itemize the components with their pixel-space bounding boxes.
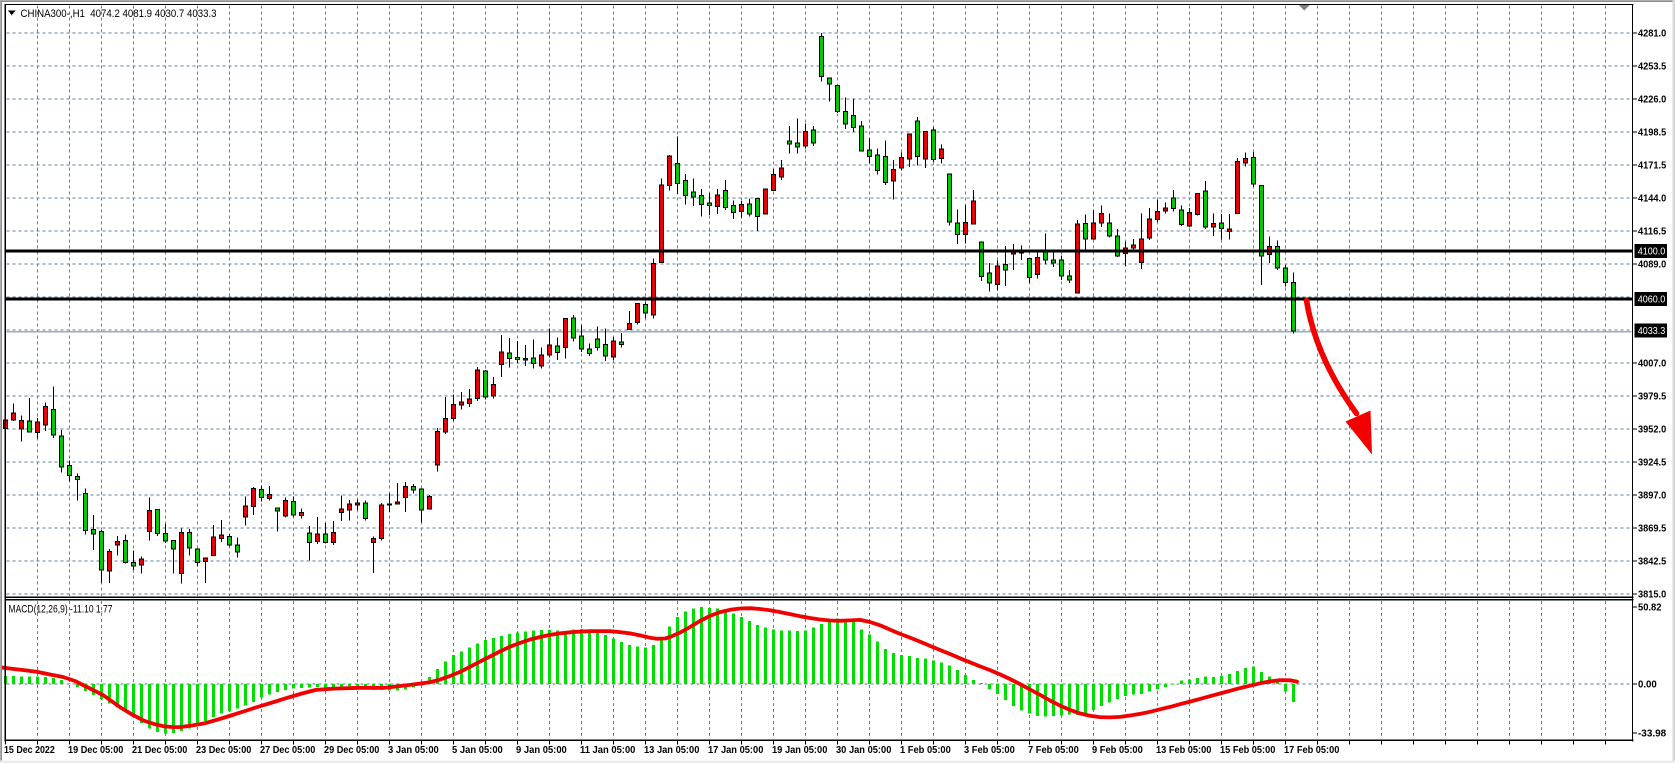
svg-text:3979.5: 3979.5	[1638, 391, 1666, 403]
svg-text:50.82: 50.82	[1638, 602, 1662, 614]
svg-text:4281.0: 4281.0	[1638, 28, 1666, 40]
svg-text:17 Jan 05:00: 17 Jan 05:00	[708, 744, 764, 756]
svg-text:21 Dec 05:00: 21 Dec 05:00	[132, 744, 188, 756]
svg-text:-33.98: -33.98	[1638, 728, 1666, 740]
svg-text:3842.5: 3842.5	[1638, 556, 1666, 568]
svg-text:4116.5: 4116.5	[1638, 226, 1666, 238]
svg-text:19 Jan 05:00: 19 Jan 05:00	[772, 744, 828, 756]
svg-text:9 Jan 05:00: 9 Jan 05:00	[516, 744, 567, 756]
svg-text:5 Jan 05:00: 5 Jan 05:00	[452, 744, 503, 756]
svg-text:CHINA300-,H1 4074.2 4081.9 40: CHINA300-,H1 4074.2 4081.9 4030.7 4033.3	[21, 8, 217, 20]
svg-text:MACD(12,26,9) -11.10 1.77: MACD(12,26,9) -11.10 1.77	[9, 603, 113, 615]
svg-text:4171.5: 4171.5	[1638, 160, 1666, 172]
svg-text:13 Feb 05:00: 13 Feb 05:00	[1156, 744, 1212, 756]
svg-text:0.00: 0.00	[1638, 679, 1657, 691]
svg-text:19 Dec 05:00: 19 Dec 05:00	[68, 744, 124, 756]
svg-text:9 Feb 05:00: 9 Feb 05:00	[1092, 744, 1143, 756]
svg-text:11 Jan 05:00: 11 Jan 05:00	[580, 744, 636, 756]
svg-text:27 Dec 05:00: 27 Dec 05:00	[260, 744, 316, 756]
svg-text:4253.5: 4253.5	[1638, 61, 1666, 73]
svg-text:7 Feb 05:00: 7 Feb 05:00	[1028, 744, 1079, 756]
svg-text:3 Jan 05:00: 3 Jan 05:00	[388, 744, 439, 756]
svg-text:30 Jan 05:00: 30 Jan 05:00	[836, 744, 892, 756]
svg-text:23 Dec 05:00: 23 Dec 05:00	[196, 744, 252, 756]
svg-text:4100.0: 4100.0	[1638, 246, 1666, 258]
svg-text:4007.0: 4007.0	[1638, 358, 1666, 370]
svg-text:13 Jan 05:00: 13 Jan 05:00	[644, 744, 700, 756]
svg-text:17 Feb 05:00: 17 Feb 05:00	[1284, 744, 1340, 756]
svg-text:29 Dec 05:00: 29 Dec 05:00	[324, 744, 380, 756]
svg-text:4060.0: 4060.0	[1638, 294, 1666, 306]
svg-text:3952.0: 3952.0	[1638, 424, 1666, 436]
svg-text:1 Feb 05:00: 1 Feb 05:00	[900, 744, 951, 756]
svg-text:4144.0: 4144.0	[1638, 193, 1666, 205]
svg-text:3815.0: 3815.0	[1638, 589, 1666, 601]
svg-text:3924.5: 3924.5	[1638, 457, 1666, 469]
svg-text:3869.5: 3869.5	[1638, 523, 1666, 535]
svg-text:4033.3: 4033.3	[1638, 325, 1666, 337]
svg-text:15 Dec 2022: 15 Dec 2022	[4, 744, 55, 756]
svg-text:3897.0: 3897.0	[1638, 490, 1666, 502]
svg-text:4089.0: 4089.0	[1638, 259, 1666, 271]
svg-text:3 Feb 05:00: 3 Feb 05:00	[964, 744, 1015, 756]
svg-text:4198.5: 4198.5	[1638, 127, 1666, 139]
svg-text:4226.0: 4226.0	[1638, 94, 1666, 106]
svg-text:15 Feb 05:00: 15 Feb 05:00	[1220, 744, 1276, 756]
